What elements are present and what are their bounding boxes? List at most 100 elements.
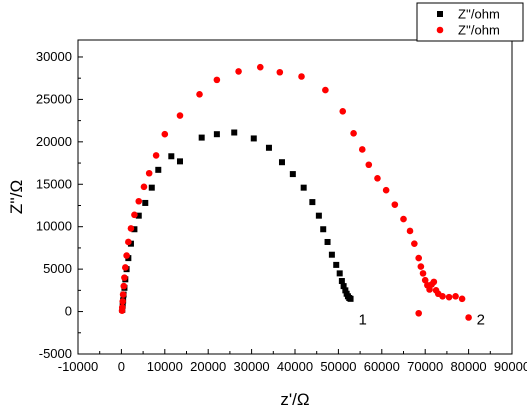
data-point-square	[336, 270, 343, 277]
data-point-circle	[426, 286, 433, 293]
data-point-square	[309, 199, 316, 206]
data-point-square	[347, 295, 354, 302]
data-point-circle	[123, 252, 130, 259]
data-point-circle	[339, 107, 347, 115]
series-layer	[118, 63, 472, 321]
series-2	[118, 63, 472, 321]
y-tick-label: 0	[65, 304, 72, 319]
data-point-circle	[213, 76, 221, 84]
data-point-circle	[131, 211, 138, 219]
data-point-circle	[235, 68, 242, 75]
data-point-circle	[430, 278, 438, 286]
data-point-circle	[119, 298, 127, 305]
data-point-circle	[176, 112, 184, 119]
x-tick-label: 70000	[407, 359, 443, 374]
data-point-square	[278, 159, 285, 166]
y-tick-label: -5000	[39, 346, 72, 361]
data-point-square	[300, 184, 307, 191]
y-tick-label: 25000	[36, 91, 72, 106]
data-point-circle	[415, 309, 422, 317]
data-point-circle	[119, 291, 127, 298]
legend-entry-label: Z''/ohm	[458, 23, 500, 38]
x-tick-label: 20000	[190, 359, 226, 374]
data-point-circle	[135, 197, 143, 205]
x-tick-label: 40000	[277, 359, 313, 374]
data-point-square	[315, 212, 322, 219]
data-point-circle	[382, 186, 390, 194]
legend-entry-label: Z''/ohm	[458, 7, 500, 22]
data-point-circle	[419, 270, 427, 277]
data-point-square	[142, 199, 149, 206]
data-point-circle	[298, 73, 305, 80]
data-point-circle	[439, 292, 446, 300]
data-point-square	[213, 131, 220, 138]
data-point-square	[338, 278, 345, 285]
x-tick-label: 50000	[320, 359, 356, 374]
data-point-circle	[127, 225, 135, 232]
legend-marker-circle	[436, 26, 444, 34]
data-point-square	[231, 129, 238, 136]
data-point-square	[320, 226, 327, 233]
data-point-circle	[458, 295, 466, 303]
data-point-circle	[350, 130, 357, 137]
data-point-circle	[445, 293, 453, 301]
x-tick-label: 30000	[234, 359, 270, 374]
data-point-square	[265, 144, 272, 151]
data-point-circle	[145, 169, 153, 177]
y-tick-label: 30000	[36, 49, 72, 64]
data-point-circle	[417, 263, 425, 270]
data-point-square	[342, 287, 349, 294]
data-point-circle	[118, 304, 126, 311]
data-point-square	[176, 158, 183, 165]
data-point-circle	[421, 276, 429, 284]
data-point-square	[328, 251, 335, 258]
data-point-circle	[152, 152, 160, 159]
plot-frame	[77, 39, 513, 355]
data-point-square	[168, 153, 175, 160]
data-point-square	[250, 135, 257, 142]
x-tick-label: 10000	[147, 359, 183, 374]
y-tick-label: 10000	[36, 219, 72, 234]
x-tick-label: 80000	[451, 359, 487, 374]
x-axis-ticks: -10000 0 10000 20000 30000 40000 50000 60000 700…	[58, 349, 527, 374]
data-point-circle	[358, 146, 366, 153]
data-point-circle	[411, 240, 418, 247]
y-tick-label: 20000	[36, 134, 72, 149]
data-point-circle	[120, 282, 128, 290]
y-axis-ticks: -5000 0 5000 10000 15000 20000 25000 30000	[36, 49, 83, 361]
x-tick-label: 0	[118, 359, 125, 374]
data-point-circle	[276, 68, 284, 76]
legend-marker-square	[437, 11, 443, 17]
data-point-circle	[400, 215, 407, 223]
data-point-square	[131, 226, 138, 233]
data-point-square	[324, 238, 331, 245]
data-point-circle	[391, 201, 399, 208]
x-axis-title: z'/Ω	[280, 390, 309, 409]
data-point-square	[289, 171, 296, 178]
data-point-circle	[140, 183, 148, 191]
data-point-square	[135, 212, 142, 219]
data-point-square	[148, 184, 155, 191]
data-point-circle	[121, 274, 128, 281]
series-end-label: 1	[359, 311, 367, 328]
data-point-square	[333, 261, 340, 268]
data-point-circle	[256, 63, 264, 71]
data-point-circle	[406, 227, 414, 235]
data-point-circle	[415, 254, 422, 262]
legend-box	[416, 2, 524, 42]
data-point-circle	[452, 292, 459, 300]
y-axis-title: Z''/Ω	[7, 180, 26, 214]
data-point-circle	[161, 130, 169, 138]
data-point-circle	[465, 314, 472, 321]
data-point-circle	[125, 238, 132, 246]
data-point-square	[340, 283, 347, 290]
data-point-circle	[122, 264, 129, 271]
data-point-square	[155, 166, 162, 173]
data-point-circle	[322, 86, 329, 94]
data-point-circle	[374, 175, 381, 182]
series-end-label: 2	[477, 311, 485, 328]
